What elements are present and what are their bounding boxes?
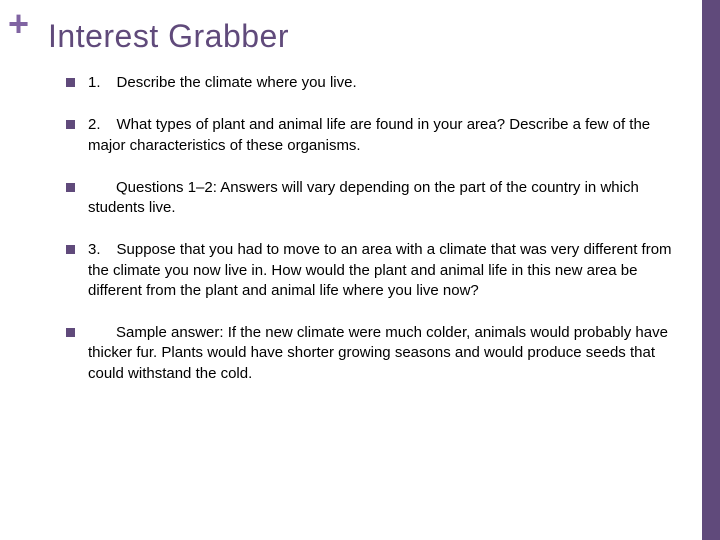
plus-icon: +: [8, 6, 29, 42]
bullet-list: 1. Describe the climate where you live. 2…: [48, 73, 680, 384]
item-text: What types of plant and animal life are …: [88, 116, 650, 153]
list-item: 3.Suppose that you had to move to an are…: [66, 240, 680, 301]
item-number: 1.: [88, 73, 101, 93]
page-title: Interest Grabber: [48, 18, 680, 55]
item-text: Sample answer: If the new climate were m…: [88, 324, 668, 382]
item-text: Questions 1–2: Answers will vary dependi…: [88, 179, 639, 216]
item-text: Describe the climate where you live.: [117, 74, 357, 91]
item-text: Suppose that you had to move to an area …: [88, 241, 672, 299]
list-item: Sample answer: If the new climate were m…: [66, 323, 680, 384]
list-item: Questions 1–2: Answers will vary dependi…: [66, 178, 680, 219]
item-number: 3.: [88, 240, 101, 260]
list-item: 1. Describe the climate where you live.: [66, 73, 680, 93]
item-number: 2.: [88, 115, 101, 135]
right-accent-bar: [702, 0, 720, 540]
list-item: 2.What types of plant and animal life ar…: [66, 115, 680, 156]
slide-content: Interest Grabber 1. Describe the climate …: [0, 0, 720, 426]
